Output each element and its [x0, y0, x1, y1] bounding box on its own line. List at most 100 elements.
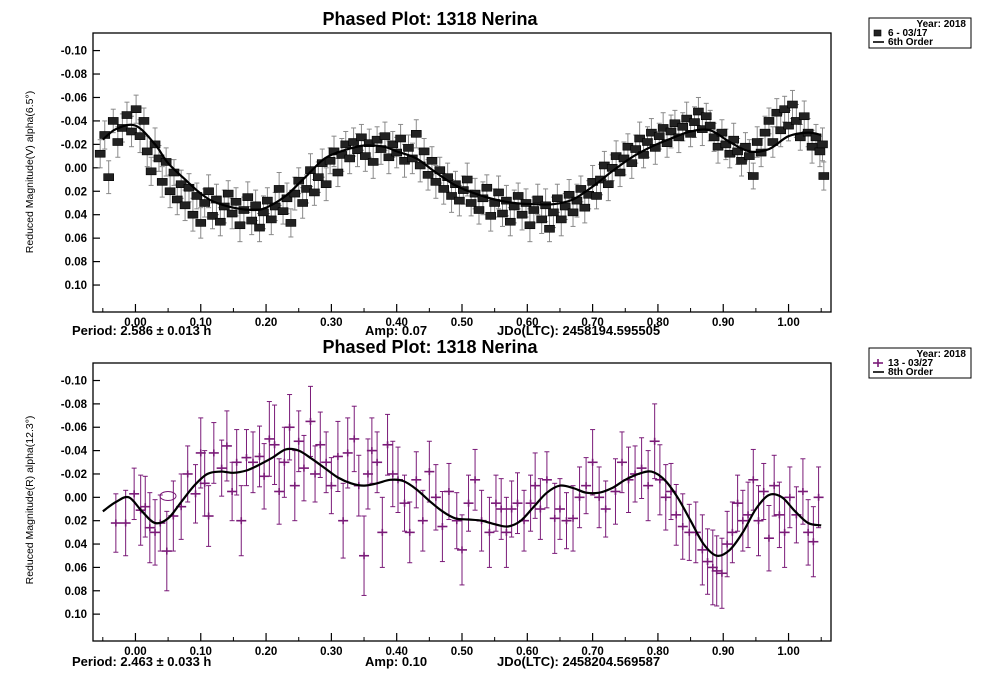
data-point [614, 168, 626, 177]
data-point [215, 217, 226, 226]
y-tick-label: 0.00 [65, 492, 87, 504]
data-point [561, 517, 572, 525]
data-point [344, 154, 355, 163]
data-point [360, 152, 371, 160]
data-point [763, 117, 775, 125]
x-tick-label: 0.80 [647, 646, 669, 658]
fit-curve [102, 447, 822, 557]
data-point [254, 452, 265, 460]
y-tick-label: -0.06 [61, 92, 87, 104]
data-point [496, 505, 507, 513]
data-point [264, 435, 275, 443]
data-point [383, 153, 395, 162]
y-tick-label: -0.08 [61, 69, 88, 81]
data-point [362, 470, 373, 478]
data-point [736, 156, 747, 165]
x-tick-label: 0.40 [385, 317, 407, 329]
data-point [751, 138, 763, 146]
top-chart: Phased Plot: 1318 Nerina Reduced Magnitu… [24, 9, 972, 338]
data-point [484, 528, 495, 536]
data-point [677, 122, 689, 131]
data-point [617, 458, 628, 466]
data-point [817, 140, 828, 149]
data-point [693, 107, 704, 116]
data-point [490, 499, 501, 507]
data-point [774, 511, 785, 519]
data-point [443, 487, 454, 495]
data-point [305, 417, 316, 425]
plot-frame [92, 32, 832, 313]
data-point [121, 111, 133, 119]
data-point [626, 159, 638, 167]
data-point [642, 138, 653, 146]
data-point [600, 505, 611, 513]
data-point [422, 171, 434, 179]
data-point [321, 458, 332, 466]
data-point [230, 198, 242, 206]
chart-title: Phased Plot: 1318 Nerina [322, 337, 538, 357]
data-point [156, 178, 168, 186]
data-point [199, 199, 210, 207]
data-point [814, 147, 826, 156]
data-point [602, 180, 614, 189]
data-point [248, 458, 259, 466]
data-point [747, 172, 759, 180]
data-point [199, 479, 210, 487]
data-point [803, 528, 814, 536]
y-tick-label: 0.08 [65, 257, 88, 269]
data-point [379, 132, 391, 140]
x-tick-label: 0.60 [516, 317, 538, 329]
data-point [610, 487, 621, 495]
data-point [552, 194, 563, 203]
data-point [636, 464, 647, 472]
data-point [594, 493, 605, 501]
data-point [187, 210, 199, 219]
x-tick-label: 1.00 [777, 317, 799, 329]
legend-fit: 6th Order [888, 37, 933, 48]
data-point [161, 547, 172, 555]
data-point [722, 540, 733, 548]
data-point [207, 212, 218, 220]
data-point [310, 470, 321, 478]
data-point [535, 505, 546, 513]
data-point [671, 511, 682, 519]
y-tick-label: 0.04 [65, 210, 88, 222]
chart-title: Phased Plot: 1318 Nerina [322, 9, 538, 29]
data-point [190, 490, 201, 498]
y-tick-label: 0.04 [65, 539, 88, 551]
data-point [587, 458, 598, 466]
data-point [649, 437, 660, 445]
data-point [372, 458, 383, 466]
data-point [711, 567, 722, 575]
data-point [454, 196, 465, 205]
data-point [144, 524, 155, 532]
data-point [216, 464, 227, 472]
y-axis-label: Reduced Magnitude(V) alpha(6.5°) [24, 91, 36, 253]
data-point [356, 133, 367, 142]
data-point [332, 452, 343, 460]
data-point [182, 470, 193, 478]
y-tick-label: -0.08 [61, 399, 88, 411]
data-point [222, 189, 234, 198]
amp-text: Amp: 0.07 [365, 323, 427, 338]
x-ticks: 0.00 0.10 0.20 0.30 0.40 0.50 0.60 0.70 0.80 0.90… [102, 633, 822, 658]
data-point [332, 168, 344, 177]
data-point [338, 517, 349, 525]
legend-session: 6 - 03/17 [888, 28, 928, 39]
data-point [395, 134, 406, 143]
data-point [305, 166, 316, 174]
data-point [708, 133, 720, 142]
error-bars [97, 89, 827, 243]
data-point [284, 423, 295, 431]
jdo-text: JDo(LTC): 2458204.569587 [497, 654, 660, 669]
data-point [524, 221, 536, 230]
data-point [348, 138, 359, 146]
data-point [324, 156, 336, 165]
data-point [704, 121, 716, 130]
data-point [112, 138, 124, 146]
data-point [665, 127, 677, 136]
data-point [753, 517, 764, 525]
data-point [293, 437, 304, 445]
data-point [779, 105, 790, 113]
